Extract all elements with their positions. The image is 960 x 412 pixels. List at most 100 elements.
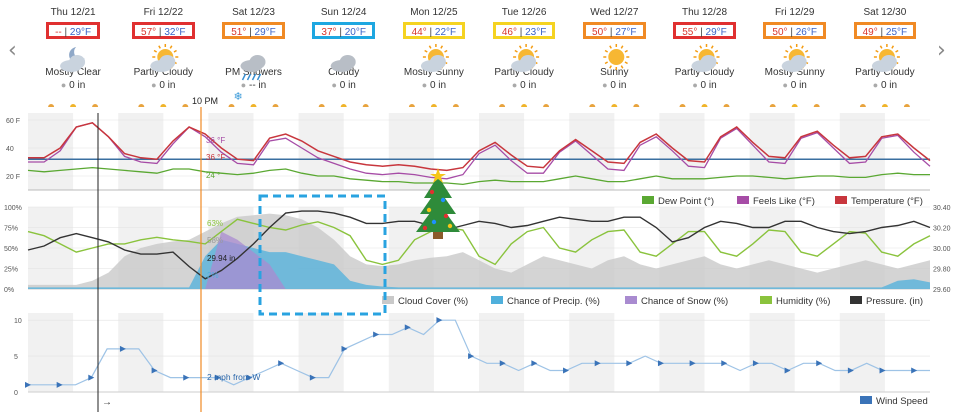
day-condition: PM Showers bbox=[225, 67, 282, 78]
day-column[interactable]: Thu 12/21 -- | 29°F Mostly Clear ● 0 in bbox=[28, 6, 118, 106]
night-band bbox=[118, 113, 164, 190]
sun-marker-icon bbox=[318, 104, 325, 107]
prev-arrow-icon[interactable]: ‹ bbox=[8, 38, 17, 63]
day-date: Thu 12/21 bbox=[50, 7, 96, 18]
raindrop-icon: ● bbox=[782, 80, 788, 90]
sun-icon bbox=[603, 44, 630, 70]
day-precip: ● 0 in bbox=[660, 80, 750, 91]
y2-tick-label: 29.80 bbox=[933, 267, 951, 274]
wind-direction-arrow-icon bbox=[151, 367, 158, 374]
day-column[interactable]: Tue 12/26 46° | 23°F Partly Cloudy ● 0 in bbox=[479, 6, 569, 106]
legend-label: Chance of Precip. (%) bbox=[507, 296, 600, 307]
raindrop-icon: ● bbox=[511, 80, 518, 90]
day-column[interactable]: Sat 12/23 51° | 29°F PM Showers ● -- in bbox=[209, 6, 299, 106]
day-column[interactable]: Fri 12/22 57° | 32°F Partly Cloudy ● 0 in bbox=[118, 6, 208, 106]
tree-ornament bbox=[431, 219, 437, 225]
legend-label: Dew Point (°) bbox=[658, 196, 714, 207]
day-date: Fri 12/22 bbox=[143, 7, 184, 18]
day-condition: Mostly Clear bbox=[45, 67, 101, 78]
tree-star bbox=[430, 168, 446, 183]
raindrop-icon: ● bbox=[240, 80, 247, 90]
temperature-readout: 36 °F bbox=[206, 153, 225, 162]
legend-swatch bbox=[625, 296, 637, 304]
tree-trunk bbox=[433, 232, 443, 239]
sun-marker-icon bbox=[769, 104, 776, 107]
cloud-shape bbox=[790, 55, 807, 69]
sun-marker-icon bbox=[633, 104, 640, 107]
tree-ornament bbox=[429, 189, 435, 195]
pressure-line bbox=[27, 210, 931, 280]
day-high: 49° bbox=[862, 27, 878, 38]
raindrop-icon: ● bbox=[692, 80, 698, 90]
sun-marker-icon bbox=[859, 104, 866, 107]
sun-ray bbox=[699, 45, 703, 49]
wind-direction-arrow-icon bbox=[246, 374, 253, 381]
night-band bbox=[28, 113, 74, 190]
snowflake-icon: ❄ bbox=[234, 91, 243, 103]
night-band bbox=[659, 313, 705, 392]
day-column[interactable]: Sun 12/24 37° | 20°F Cloudy ● 0 in bbox=[299, 6, 389, 106]
y-tick-label: 20 F bbox=[6, 174, 20, 181]
sun-ray bbox=[444, 49, 448, 53]
sun-marker-icon bbox=[182, 104, 189, 107]
day-temps-box: 50° | 27°F bbox=[583, 22, 646, 39]
day-condition: Partly Cloudy bbox=[674, 67, 735, 78]
sun-ray bbox=[534, 49, 538, 53]
day-precip-amount: 0 in bbox=[700, 80, 717, 91]
sun-cloud-icon bbox=[150, 44, 179, 72]
cloud-cover-readout: 58% bbox=[207, 236, 223, 245]
day-condition: Partly Cloudy bbox=[494, 67, 554, 78]
wind-direction-arrow-icon bbox=[784, 367, 791, 374]
sun-ray bbox=[169, 45, 173, 49]
sun-ray bbox=[624, 49, 628, 53]
temperature-line bbox=[28, 121, 931, 172]
wind-direction-arrow-icon bbox=[879, 367, 886, 374]
legend-label: Chance of Snow (%) bbox=[641, 296, 728, 307]
y-tick-label: 60 F bbox=[6, 118, 20, 125]
day-condition: Mostly Sunny bbox=[403, 67, 464, 78]
sun-ray bbox=[694, 49, 699, 53]
day-column[interactable]: Thu 12/28 55° | 29°F Partly Cloudy ● 0 in bbox=[660, 6, 750, 106]
night-band bbox=[28, 313, 74, 392]
precip-readout: 2% bbox=[207, 271, 219, 280]
day-date: Mon 12/25 bbox=[410, 7, 458, 18]
night-band bbox=[208, 113, 254, 190]
legend-swatch bbox=[850, 296, 862, 304]
raindrop-icon: ● bbox=[602, 80, 608, 90]
sun-ray bbox=[891, 45, 895, 49]
day-column[interactable]: Wed 12/27 50° | 27°F Sunny ● 0 in bbox=[569, 6, 659, 106]
sun-marker-icon bbox=[701, 104, 708, 107]
day-low: 23°F bbox=[525, 27, 547, 38]
pressure-readout: 29.94 in bbox=[207, 254, 235, 263]
next-arrow-icon[interactable]: › bbox=[937, 38, 946, 63]
raindrop-icon: ● bbox=[872, 80, 879, 90]
day-condition: Sunny bbox=[600, 67, 629, 78]
day-precip-amount: 0 in bbox=[429, 80, 447, 91]
sun-ray bbox=[440, 45, 444, 49]
day-precip: ● 0 in bbox=[840, 80, 930, 91]
day-low: 32°F bbox=[164, 27, 186, 38]
wind-direction-arrow-icon bbox=[594, 360, 601, 367]
day-precip-amount: 0 in bbox=[610, 80, 627, 91]
cloud-shape bbox=[69, 55, 86, 69]
sun-marker-icon bbox=[499, 104, 506, 107]
day-column[interactable]: Mon 12/25 44° | 22°F Mostly Sunny ● 0 in bbox=[389, 6, 479, 106]
night-band bbox=[839, 313, 885, 392]
day-column[interactable]: Fri 12/29 50° | 26°F Mostly Sunny ● 0 in bbox=[750, 6, 840, 106]
rain-cloud-icon bbox=[240, 55, 266, 81]
day-date: Sat 12/23 bbox=[232, 7, 275, 18]
raindrop-icon: ● bbox=[151, 80, 157, 90]
sun-marker-icon bbox=[543, 104, 550, 107]
cloud-shape bbox=[339, 55, 356, 69]
day-column[interactable]: Sat 12/30 49° | 25°F Partly Cloudy ● 0 in bbox=[840, 6, 930, 106]
y2-tick-label: 30.40 bbox=[933, 205, 951, 212]
cloud-shape bbox=[880, 55, 897, 69]
sun-cloud-icon bbox=[420, 44, 449, 72]
y-tick-label: 5 bbox=[14, 354, 18, 361]
raindrop-icon: ● bbox=[421, 80, 428, 90]
night-band bbox=[569, 313, 615, 392]
sun-cloud-icon bbox=[511, 44, 540, 72]
day-condition: Partly Cloudy bbox=[855, 67, 915, 78]
sun-ray bbox=[879, 45, 883, 49]
